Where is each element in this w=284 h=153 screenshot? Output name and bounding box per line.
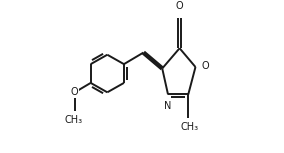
Text: O: O [202,61,210,71]
Text: CH₃: CH₃ [181,122,199,132]
Text: CH₃: CH₃ [64,115,82,125]
Text: N: N [164,101,171,111]
Text: O: O [176,1,183,11]
Text: O: O [71,87,79,97]
